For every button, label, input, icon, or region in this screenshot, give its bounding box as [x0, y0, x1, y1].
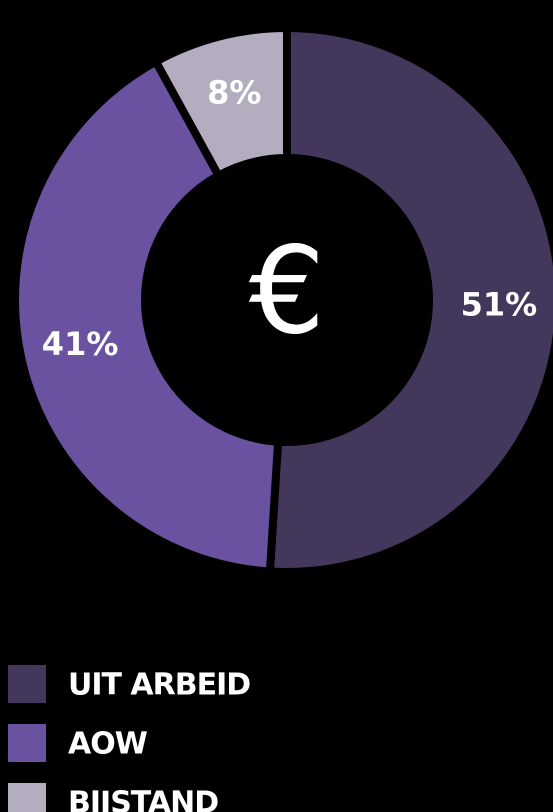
- legend-label: AOW: [68, 727, 148, 762]
- slice-label: 51%: [461, 286, 538, 324]
- center-symbol: €: [249, 223, 325, 362]
- slice-label: 41%: [42, 325, 119, 363]
- slice: [11, 56, 283, 576]
- slice: [265, 23, 553, 576]
- legend-swatch: [8, 665, 46, 703]
- legend-swatch: [8, 783, 46, 812]
- slice-label: 8%: [207, 74, 261, 112]
- slice: [150, 23, 291, 181]
- legend-label: BIJSTAND: [68, 786, 218, 812]
- legend-swatch: [8, 724, 46, 762]
- legend-label: UIT ARBEID: [68, 668, 250, 703]
